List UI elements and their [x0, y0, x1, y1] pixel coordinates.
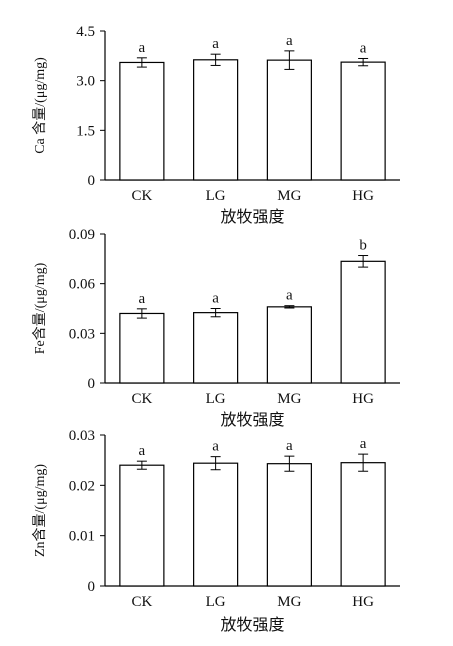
- significance-letter: b: [359, 238, 367, 254]
- chart-panel-1: 0 1.5 3.0 4.5 a CK a LG a MG a HG 放牧强度 Ca 含量/(μg/mg): [32, 24, 400, 226]
- bar-MG: [266, 59, 312, 181]
- bar-CK: [119, 61, 165, 181]
- y-tick-label: 0: [88, 376, 96, 392]
- y-tick-label: 0.06: [69, 277, 96, 293]
- y-tick-label: 0.02: [69, 478, 95, 494]
- x-tick-label: HG: [352, 594, 374, 610]
- x-tick-label: MG: [277, 188, 301, 204]
- bar-HG: [340, 61, 386, 181]
- y-axis-label: Fe含量/(μg/mg): [32, 262, 48, 354]
- y-tick-label: 0: [88, 173, 96, 189]
- x-tick-label: HG: [352, 391, 374, 407]
- significance-letter: a: [139, 40, 146, 56]
- y-tick-label: 0: [88, 579, 96, 595]
- significance-letter: a: [139, 291, 146, 307]
- significance-letter: a: [212, 36, 219, 52]
- bar-LG: [193, 462, 239, 587]
- bar-HG: [340, 260, 386, 384]
- y-tick-label: 0.09: [69, 227, 95, 243]
- bar-CK: [119, 312, 165, 384]
- significance-letter: a: [286, 33, 293, 49]
- y-tick-label: 0.03: [69, 428, 95, 444]
- bar-MG: [266, 306, 312, 384]
- y-tick-label: 4.5: [76, 24, 95, 40]
- x-tick-label: MG: [277, 594, 301, 610]
- significance-letter: a: [360, 40, 367, 56]
- y-axis-label: Ca 含量/(μg/mg): [32, 57, 48, 154]
- y-axis-label: Zn含量/(μg/mg): [32, 464, 48, 557]
- x-tick-label: LG: [206, 594, 226, 610]
- chart-panel-3: 0 0.01 0.02 0.03 a CK a LG a MG a HG 放牧强度 Zn含量/(μg/mg…: [32, 428, 400, 634]
- significance-letter: a: [286, 288, 293, 304]
- x-tick-label: HG: [352, 188, 374, 204]
- x-tick-label: MG: [277, 391, 301, 407]
- x-axis-label: 放牧强度: [220, 411, 284, 429]
- x-tick-label: CK: [131, 391, 152, 407]
- x-axis-label: 放牧强度: [220, 208, 284, 226]
- x-tick-label: LG: [206, 188, 226, 204]
- y-tick-label: 1.5: [76, 123, 95, 139]
- significance-letter: a: [139, 443, 146, 459]
- x-tick-label: LG: [206, 391, 226, 407]
- y-tick-label: 3.0: [76, 74, 95, 90]
- bar-CK: [119, 464, 165, 587]
- x-tick-label: CK: [131, 188, 152, 204]
- x-tick-label: CK: [131, 594, 152, 610]
- significance-letter: a: [212, 291, 219, 307]
- bar-LG: [193, 312, 239, 384]
- chart-panel-2: 0 0.03 0.06 0.09 a CK a LG a MG b HG 放牧强度 Fe含量/(μg/mg…: [32, 227, 400, 429]
- x-axis-label: 放牧强度: [220, 616, 284, 634]
- significance-letter: a: [286, 438, 293, 454]
- significance-letter: a: [360, 436, 367, 452]
- bar-LG: [193, 59, 239, 181]
- significance-letter: a: [212, 439, 219, 455]
- bar-HG: [340, 462, 386, 587]
- y-tick-label: 0.03: [69, 326, 95, 342]
- bar-MG: [266, 463, 312, 587]
- y-tick-label: 0.01: [69, 529, 95, 545]
